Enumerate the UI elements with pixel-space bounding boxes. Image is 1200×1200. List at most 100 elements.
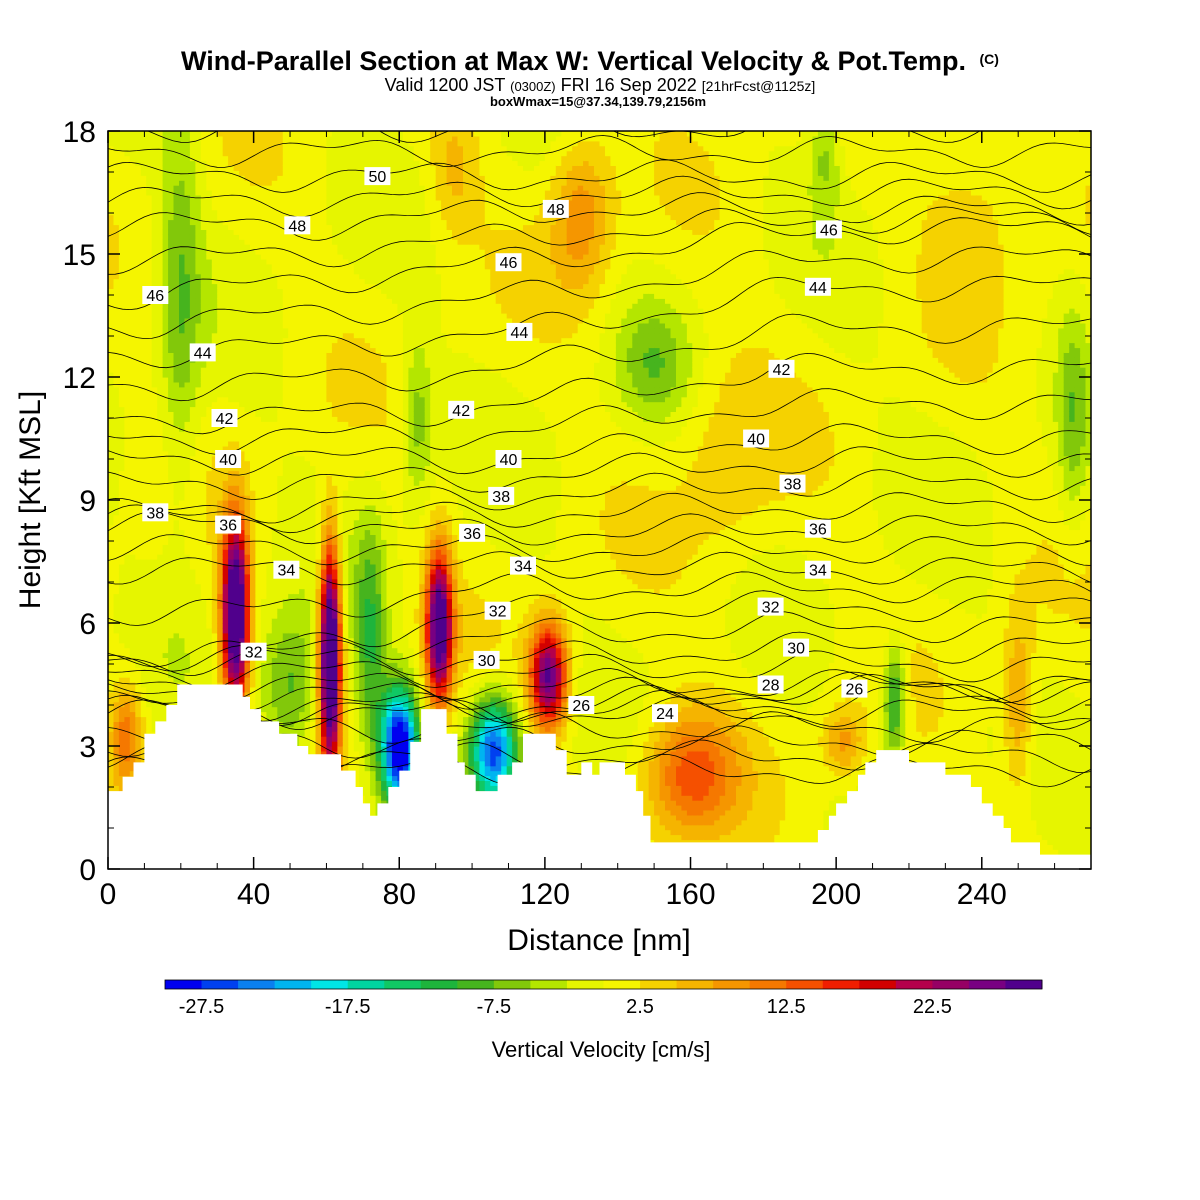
velocity-cell: [135, 702, 141, 708]
velocity-cell: [108, 402, 114, 408]
velocity-cell: [114, 220, 120, 226]
velocity-cell: [135, 485, 141, 491]
velocity-cell: [146, 579, 152, 585]
velocity-cell: [114, 776, 120, 782]
velocity-cell: [124, 525, 130, 531]
velocity-cell: [163, 234, 169, 240]
velocity-cell: [174, 372, 180, 378]
velocity-cell: [146, 490, 152, 496]
velocity-cell: [108, 662, 114, 668]
velocity-cell: [163, 426, 169, 432]
velocity-cell: [141, 707, 147, 713]
velocity-cell: [114, 308, 120, 314]
velocity-cell: [135, 495, 141, 501]
velocity-cell: [135, 244, 141, 250]
velocity-cell: [174, 662, 180, 668]
velocity-cell: [146, 407, 152, 413]
velocity-cell: [146, 712, 152, 718]
velocity-cell: [114, 244, 120, 250]
velocity-cell: [152, 279, 158, 285]
velocity-cell: [163, 623, 169, 629]
velocity-cell: [119, 436, 125, 442]
velocity-cell: [135, 613, 141, 619]
velocity-cell: [141, 333, 147, 339]
velocity-cell: [114, 397, 120, 403]
velocity-cell: [146, 643, 152, 649]
velocity-cell: [163, 653, 169, 659]
velocity-cell: [152, 653, 158, 659]
velocity-cell: [108, 426, 114, 432]
velocity-cell: [141, 564, 147, 570]
velocity-cell: [135, 717, 141, 723]
velocity-cell: [114, 461, 120, 467]
velocity-cell: [163, 446, 169, 452]
velocity-cell: [141, 210, 147, 216]
velocity-cell: [130, 205, 136, 211]
velocity-cell: [157, 530, 163, 536]
velocity-cell: [168, 564, 174, 570]
velocity-cell: [163, 348, 169, 354]
velocity-cell: [108, 475, 114, 481]
velocity-cell: [157, 200, 163, 206]
velocity-cell: [146, 613, 152, 619]
velocity-cell: [168, 584, 174, 590]
velocity-cell: [114, 564, 120, 570]
velocity-cell: [108, 598, 114, 604]
velocity-cell: [124, 608, 130, 614]
velocity-cell: [141, 451, 147, 457]
velocity-cell: [141, 170, 147, 176]
velocity-cell: [146, 707, 152, 713]
velocity-cell: [124, 569, 130, 575]
velocity-cell: [163, 618, 169, 624]
velocity-cell: [108, 564, 114, 570]
velocity-cell: [168, 348, 174, 354]
velocity-cell: [119, 480, 125, 486]
velocity-cell: [135, 234, 141, 240]
velocity-cell: [146, 239, 152, 245]
velocity-cell: [114, 736, 120, 742]
velocity-cell: [114, 131, 120, 137]
velocity-cell: [157, 594, 163, 600]
velocity-cell: [152, 269, 158, 275]
velocity-cell: [174, 648, 180, 654]
velocity-cell: [130, 402, 136, 408]
velocity-cell: [174, 426, 180, 432]
velocity-cell: [141, 313, 147, 319]
velocity-cell: [114, 392, 120, 398]
velocity-cell: [146, 564, 152, 570]
velocity-cell: [114, 613, 120, 619]
velocity-cell: [141, 239, 147, 245]
velocity-cell: [124, 264, 130, 270]
velocity-cell: [114, 598, 120, 604]
velocity-cell: [152, 136, 158, 142]
velocity-cell: [157, 633, 163, 639]
velocity-cell: [157, 377, 163, 383]
velocity-cell: [124, 308, 130, 314]
velocity-cell: [163, 175, 169, 181]
velocity-cell: [146, 323, 152, 329]
velocity-cell: [157, 421, 163, 427]
velocity-cell: [130, 234, 136, 240]
velocity-cell: [146, 328, 152, 334]
velocity-cell: [174, 377, 180, 383]
velocity-cell: [135, 288, 141, 294]
velocity-cell: [157, 539, 163, 545]
velocity-cell: [124, 682, 130, 688]
velocity-cell: [114, 544, 120, 550]
velocity-cell: [124, 180, 130, 186]
velocity-cell: [135, 648, 141, 654]
velocity-cell: [114, 446, 120, 452]
velocity-cell: [163, 402, 169, 408]
velocity-cell: [108, 284, 114, 290]
velocity-cell: [146, 146, 152, 152]
velocity-cell: [135, 461, 141, 467]
velocity-cell: [124, 451, 130, 457]
velocity-cell: [124, 328, 130, 334]
velocity-cell: [168, 387, 174, 393]
velocity-cell: [168, 500, 174, 506]
velocity-cell: [124, 402, 130, 408]
velocity-cell: [119, 746, 125, 752]
velocity-cell: [146, 318, 152, 324]
velocity-cell: [163, 411, 169, 417]
velocity-cell: [168, 461, 174, 467]
